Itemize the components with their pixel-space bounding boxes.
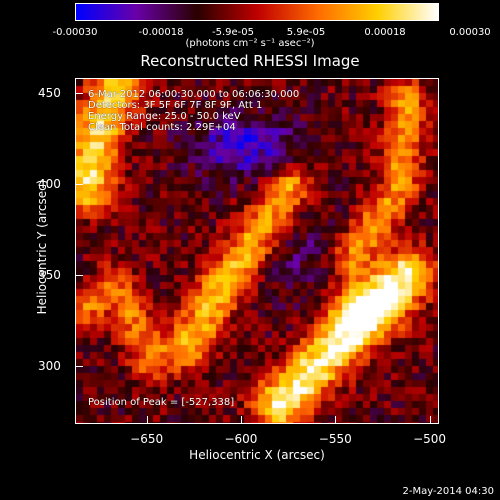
x-tick-label: −650 bbox=[130, 432, 164, 446]
x-tick-mark bbox=[429, 416, 431, 423]
peak-position-label: Position of Peak = [-527,338] bbox=[88, 397, 235, 408]
annotation-counts: Clean Total counts: 2.29E+04 bbox=[88, 122, 236, 133]
y-tick-mark bbox=[76, 183, 83, 185]
y-tick-label: 400 bbox=[38, 176, 61, 191]
plot-area: 6-Mar-2012 06:00:30.000 to 06:06:30.000 … bbox=[75, 78, 439, 424]
x-axis-label: Heliocentric X (arcsec) bbox=[189, 448, 325, 462]
x-tick-mark bbox=[240, 416, 242, 423]
colorbar bbox=[75, 3, 439, 21]
colorbar-tick-label: -0.00030 bbox=[52, 27, 98, 38]
annotation-detectors: Detectors: 3F 5F 6F 7F 8F 9F, Att 1 bbox=[88, 100, 263, 111]
colorbar-tick-label: 0.00030 bbox=[449, 27, 491, 38]
y-tick-mark bbox=[76, 365, 83, 367]
colorbar-tick-label: 5.9e-05 bbox=[286, 27, 326, 38]
x-tick-label: −550 bbox=[318, 432, 352, 446]
colorbar-tick-label: 0.00018 bbox=[364, 27, 406, 38]
annotation-energy: Energy Range: 25.0 - 50.0 keV bbox=[88, 111, 241, 122]
x-tick-label: −600 bbox=[224, 432, 258, 446]
x-tick-mark bbox=[146, 416, 148, 423]
y-axis-label: Heliocentric Y (arcsec) bbox=[35, 179, 49, 315]
y-tick-label: 300 bbox=[38, 358, 61, 373]
heatmap-image bbox=[76, 79, 438, 423]
x-tick-label: −500 bbox=[413, 432, 447, 446]
colorbar-units: (photons cm⁻² s⁻¹ asec⁻²) bbox=[185, 38, 315, 49]
colorbar-tick-label: -0.00018 bbox=[138, 27, 184, 38]
chart-title: Reconstructed RHESSI Image bbox=[140, 52, 360, 70]
y-tick-mark bbox=[76, 274, 83, 276]
y-tick-label: 450 bbox=[38, 85, 61, 100]
timestamp-footer: 2-May-2014 04:30 bbox=[402, 486, 494, 497]
annotation-time: 6-Mar-2012 06:00:30.000 to 06:06:30.000 bbox=[88, 89, 300, 100]
colorbar-tick-label: -5.9e-05 bbox=[212, 27, 254, 38]
y-tick-label: 350 bbox=[38, 267, 61, 282]
x-tick-mark bbox=[335, 416, 337, 423]
y-tick-mark bbox=[76, 92, 83, 94]
